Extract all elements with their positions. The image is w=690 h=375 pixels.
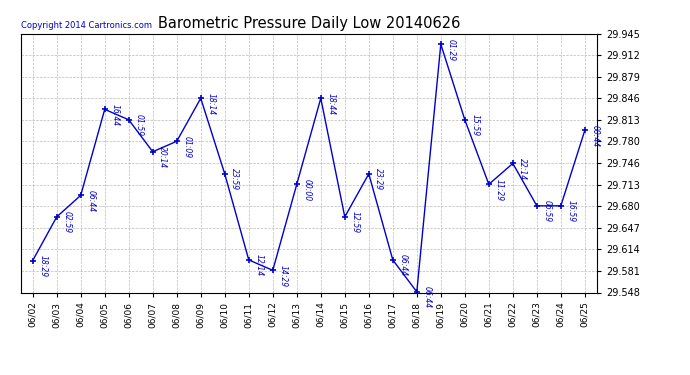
Text: 20:14: 20:14 — [158, 146, 167, 168]
Text: 23:59: 23:59 — [230, 168, 239, 190]
Text: 22:14: 22:14 — [518, 158, 527, 180]
Text: 18:14: 18:14 — [206, 93, 215, 115]
Text: 06:44: 06:44 — [86, 190, 95, 212]
Text: 01:29: 01:29 — [446, 39, 455, 61]
Text: 18:44: 18:44 — [326, 93, 335, 115]
Text: 00:00: 00:00 — [302, 179, 311, 201]
Text: 12:14: 12:14 — [255, 254, 264, 276]
Text: 16:59: 16:59 — [566, 200, 575, 222]
Text: 06:44: 06:44 — [398, 254, 407, 276]
Text: 16:44: 16:44 — [110, 104, 119, 126]
Text: 01:09: 01:09 — [182, 136, 191, 158]
Text: 06:59: 06:59 — [542, 200, 551, 222]
Text: 11:29: 11:29 — [494, 179, 504, 201]
Text: 12:59: 12:59 — [351, 211, 359, 234]
Text: 02:59: 02:59 — [62, 211, 71, 234]
Text: 14:29: 14:29 — [278, 265, 287, 287]
Text: 23:29: 23:29 — [375, 168, 384, 190]
Text: Copyright 2014 Cartronics.com: Copyright 2014 Cartronics.com — [21, 21, 152, 30]
Text: 15:59: 15:59 — [471, 114, 480, 136]
Text: 18:29: 18:29 — [38, 255, 47, 277]
Text: 00:44: 00:44 — [591, 124, 600, 147]
Text: 01:59: 01:59 — [135, 114, 144, 136]
Title: Barometric Pressure Daily Low 20140626: Barometric Pressure Daily Low 20140626 — [157, 16, 460, 31]
Text: 06:44: 06:44 — [422, 286, 431, 308]
